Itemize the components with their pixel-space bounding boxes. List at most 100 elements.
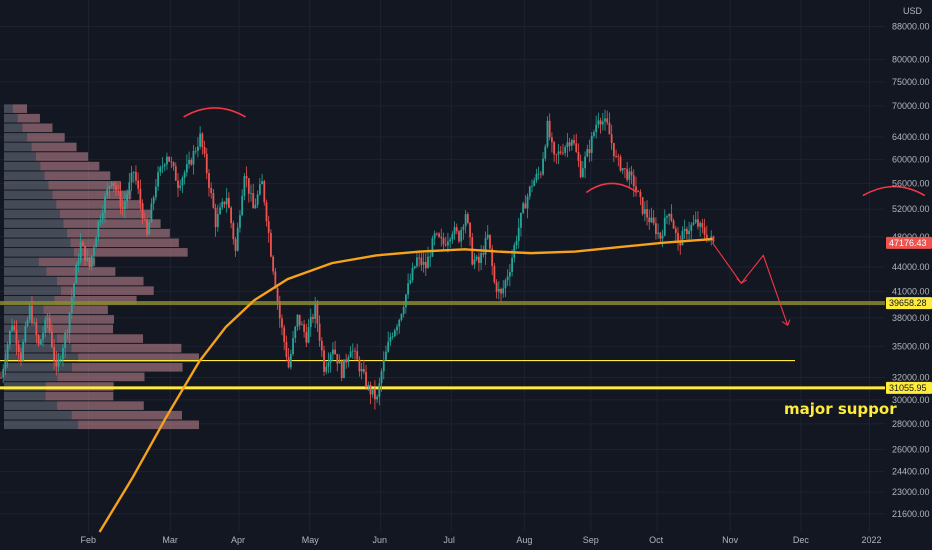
candle-body	[338, 361, 341, 364]
candle-body	[340, 361, 343, 379]
volume-bar-total	[4, 219, 64, 228]
candle-body	[298, 314, 301, 326]
head-arc	[585, 182, 638, 194]
candle-body	[287, 356, 290, 368]
candle-body	[305, 331, 308, 343]
candle-body	[55, 360, 58, 367]
candle-body	[411, 268, 414, 281]
candle-body	[247, 178, 250, 194]
y-tick-label: 60000.00	[892, 154, 930, 164]
candle-body	[126, 194, 129, 202]
level-badge-upper-bg	[886, 297, 932, 310]
candle-body	[460, 229, 463, 242]
candle-body	[685, 228, 688, 235]
candle-body	[473, 259, 476, 265]
candle-body	[303, 324, 306, 332]
candle-body	[593, 132, 595, 136]
candle-body	[637, 190, 640, 192]
candle-body	[369, 384, 372, 395]
price-axis[interactable]: 21600.00 23000.00 24400.00 26000.00 28000.00…	[886, 22, 932, 519]
candle-body	[502, 288, 505, 294]
candle-body	[13, 325, 16, 330]
candle-body	[179, 185, 182, 188]
volume-bar-total	[4, 286, 61, 295]
candle-body	[66, 332, 69, 334]
candle-body	[192, 150, 195, 165]
candle-body	[212, 193, 215, 208]
x-tick-label: Dec	[793, 535, 810, 545]
candle-body	[241, 195, 244, 216]
candle-body	[77, 260, 80, 265]
candle-body	[177, 180, 179, 188]
candle-body	[351, 350, 354, 352]
y-tick-label: 28000.00	[892, 419, 930, 429]
candle-body	[641, 197, 644, 214]
time-axis[interactable]: FebMarAprMayJunJulAugSepOctNovDec2022Feb	[81, 535, 932, 545]
candle-body	[672, 220, 675, 229]
candle-body	[548, 120, 551, 138]
candle-body	[520, 212, 522, 228]
candle-body	[433, 233, 436, 239]
candle-body	[358, 359, 361, 372]
volume-bar-sell	[78, 353, 199, 363]
candle-body	[110, 182, 113, 187]
y-tick-label: 88000.00	[892, 22, 930, 32]
volume-bar-sell	[54, 295, 137, 305]
candle-body	[391, 336, 394, 338]
volume-bar-sell	[43, 305, 108, 315]
volume-bar-total	[4, 190, 53, 200]
candle-body	[710, 236, 713, 239]
volume-bar-sell	[38, 257, 96, 267]
candle-body	[261, 181, 263, 185]
candle-body	[39, 339, 42, 345]
candle-body	[663, 217, 666, 236]
head-arc	[183, 107, 246, 118]
y-tick-label: 21600.00	[892, 509, 930, 519]
candle-body	[263, 181, 266, 203]
candle-body	[0, 377, 2, 379]
y-tick-label: 23000.00	[892, 487, 930, 497]
candle-body	[84, 245, 86, 261]
candle-body	[360, 369, 363, 372]
candle-body	[442, 238, 445, 245]
candle-body	[493, 266, 496, 283]
y-tick-label: 52000.00	[892, 204, 930, 214]
volume-bar-sell	[63, 219, 161, 228]
candle-body	[699, 223, 702, 227]
volume-bar-total	[4, 391, 46, 401]
projection-path	[711, 242, 789, 326]
candle-body	[225, 197, 228, 205]
candle-body	[347, 357, 350, 363]
candle-body	[234, 239, 237, 251]
volume-bar-sell	[71, 343, 182, 353]
candle-body	[449, 239, 452, 242]
candle-body	[323, 350, 325, 372]
currency-label: USD	[903, 6, 923, 16]
projection-arrows	[711, 242, 791, 327]
level-badge-upper: 39658.28	[889, 298, 927, 308]
candle-body	[221, 201, 224, 208]
moving-average-line	[98, 237, 713, 533]
candle-body	[376, 396, 379, 400]
candle-body	[422, 262, 425, 265]
candle-body	[504, 280, 507, 289]
candle-body	[283, 327, 286, 342]
candle-body	[416, 257, 418, 267]
candle-body	[628, 171, 631, 180]
candle-body	[104, 196, 106, 213]
volume-bar-sell	[56, 334, 144, 343]
candle-body	[124, 201, 126, 210]
candle-body	[601, 121, 604, 125]
candle-body	[705, 234, 708, 241]
y-tick-label: 26000.00	[892, 445, 930, 455]
candle-body	[68, 312, 71, 334]
candle-body	[597, 120, 600, 125]
candle-body	[435, 233, 438, 235]
candle-body	[334, 349, 336, 354]
volume-bar-total	[4, 343, 72, 353]
candle-body	[331, 349, 334, 355]
candle-body	[568, 142, 571, 146]
current-price-badge: 47176.43	[889, 238, 927, 248]
